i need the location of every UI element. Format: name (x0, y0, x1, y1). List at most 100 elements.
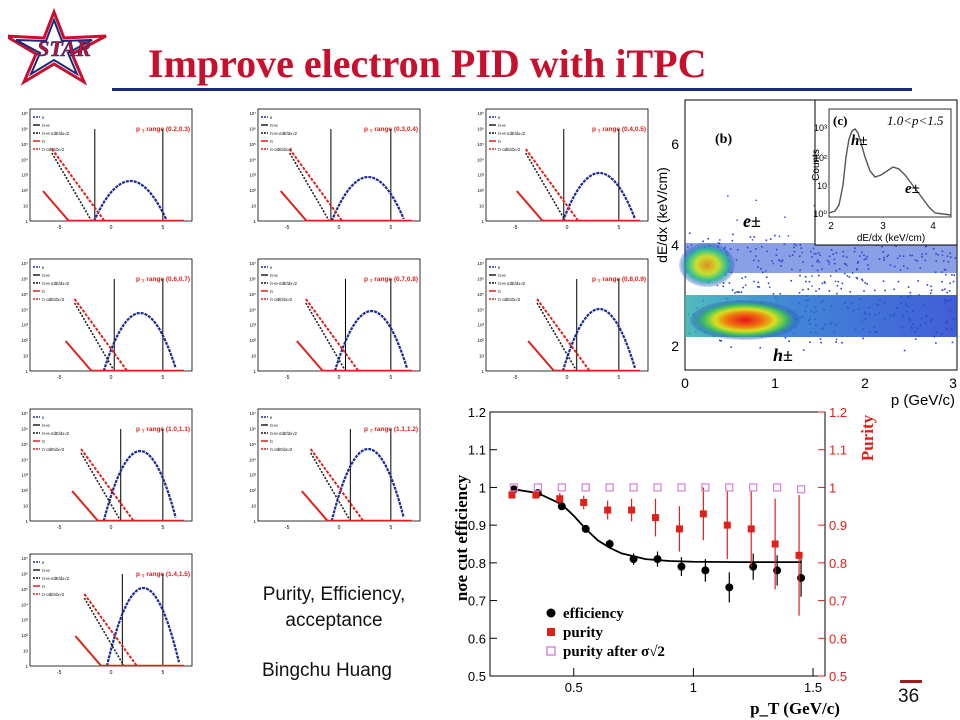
purity-point (675, 525, 683, 533)
dedx-xlabel: p (GeV/c) (891, 392, 955, 409)
dedx-ylabel: dE/dx (keV/cm) (655, 167, 670, 263)
purity-after-point (749, 483, 758, 492)
inset-ytick-3: 10³ (814, 123, 827, 133)
panel-ytick: 10⁶ (21, 571, 28, 576)
panel-legend-entry: e (42, 560, 45, 565)
panel-legend-entry: e (270, 115, 273, 120)
chart-ytick: 0.7 (468, 594, 486, 609)
panel-range-label: p T range (0.8,0.9) (592, 276, 646, 284)
purity-point (556, 495, 564, 503)
panel-ytick: 10 (251, 354, 257, 359)
panel-range-label: p T range (1.4,1.5) (136, 571, 190, 579)
caption-line-1: Purity, Efficiency, (262, 584, 406, 605)
purity-after-point (677, 483, 686, 492)
star-logo: STAR (8, 7, 107, 86)
inset-histogram: (c) 1.0<p<1.5 h± e± 10³ 10² 10 10⁰ 2 3 4… (811, 99, 958, 246)
panel-xtick: 5 (161, 225, 164, 231)
panel-ytick: 10⁴ (21, 307, 28, 312)
caption-line-2: acceptance (285, 610, 383, 631)
panel-legend-entry: π (498, 289, 501, 294)
panel-ytick: 1 (25, 519, 28, 524)
panel-legend-entry: e (42, 415, 45, 420)
inset-h-label: h± (851, 133, 868, 149)
panel-xtick: 5 (161, 375, 164, 381)
panel-ytick: 10³ (477, 173, 484, 178)
dedx-plot: (b) e± h± 2 4 6 0 1 2 3 p (GeV/c) dE/dx … (655, 99, 958, 409)
pt-panel-9: 10⁷ 10⁶ 10⁵ 10⁴ 10³ 10² 10 1 -5 0 5 e π+e π+e·σdE/dx√… (8, 548, 196, 678)
panel-ytick: 10³ (249, 473, 256, 478)
purity-after-point (509, 483, 519, 492)
panel-range-label: p T range (0.4,0.5) (592, 126, 646, 134)
legend-purity-after: purity after σ√2 (563, 644, 665, 660)
chart-xlabel: p_T (GeV/c) (750, 699, 840, 718)
panel-ytick: 10 (23, 354, 29, 359)
page-number: 36 (898, 686, 920, 707)
panel-ytick: 10⁴ (477, 157, 484, 162)
panel-xtick: 5 (161, 670, 164, 676)
panel-range-label: p T range (1.1,1.2) (364, 426, 418, 434)
panel-legend-entry: π (270, 139, 273, 144)
panel-ytick: 10² (21, 188, 28, 193)
panel-legend-entry: e (270, 265, 273, 270)
panel-ytick: 10² (21, 338, 28, 343)
panel-legend-entry: π (498, 139, 501, 144)
chart-ytick-right: 0.7 (829, 594, 847, 609)
panel-ytick: 1 (25, 664, 28, 669)
purity-point (699, 510, 707, 518)
purity-point (723, 521, 731, 529)
efficiency-point (653, 555, 662, 564)
panel-ytick: 10⁶ (21, 126, 28, 131)
inset-xtick-3: 3 (880, 221, 886, 232)
panel-legend-entry: π+e (42, 423, 50, 428)
panel-legend-entry: π (42, 439, 45, 444)
pt-panel-6: 10⁷ 10⁶ 10⁵ 10⁴ 10³ 10² 10 1 -5 0 5 e π+e π+e·σdE/dx√… (464, 253, 652, 383)
panel-legend-entry: π·σdE/dx√2 (498, 147, 521, 152)
panel-legend-entry: π+e (42, 273, 50, 278)
chart-ytick: 1 (479, 480, 486, 495)
efficiency-point (557, 502, 566, 511)
panel-ytick: 10⁷ (477, 111, 484, 116)
panel-ytick: 10⁶ (477, 126, 484, 131)
panel-legend-entry: π+e·σdE/dx√2 (270, 281, 298, 286)
pt-panel-2: 10⁷ 10⁶ 10⁵ 10⁴ 10³ 10² 10 1 -5 0 5 e π+e π+e·σdE/dx√… (236, 103, 424, 233)
pt-panel-4: 10⁷ 10⁶ 10⁵ 10⁴ 10³ 10² 10 1 -5 0 5 e π+e π+e·σdE/dx√… (8, 253, 196, 383)
panel-ytick: 10⁶ (249, 426, 256, 431)
panel-xtick: 0 (110, 375, 113, 381)
dedx-xtick-0: 0 (681, 375, 689, 391)
panel-legend-entry: π (42, 289, 45, 294)
panel-ytick: 10² (249, 338, 256, 343)
title-rule (112, 88, 912, 91)
panel-ytick: 10⁴ (21, 602, 28, 607)
panel-legend-entry: π+e (42, 568, 50, 573)
panel-legend-entry: π·σdE/dx√2 (270, 297, 293, 302)
panel-ytick: 10² (249, 188, 256, 193)
chart-ytick-right: 0.6 (829, 631, 847, 646)
panel-ytick: 10³ (249, 323, 256, 328)
panel-ytick: 10² (477, 188, 484, 193)
panel-legend-entry: π+e·σdE/dx√2 (42, 131, 70, 136)
panel-xtick: 0 (338, 525, 341, 531)
panel-ytick: 10³ (21, 618, 28, 623)
panel-ytick: 10⁵ (477, 142, 484, 147)
panel-ytick: 10⁴ (249, 157, 256, 162)
legend-efficiency: efficiency (563, 606, 624, 622)
panel-range-label: p T range (0.7,0.8) (364, 276, 418, 284)
panel-xtick: -5 (57, 225, 62, 231)
inset-ytick-2: 10² (814, 153, 827, 163)
chart-ytick: 0.5 (468, 669, 486, 684)
efficiency-point (677, 562, 686, 571)
chart-ylabel-right: Purity (858, 414, 877, 461)
efficiency-point (629, 555, 638, 564)
panel-legend-entry: π+e (498, 273, 506, 278)
pt-panel-3: 10⁷ 10⁶ 10⁵ 10⁴ 10³ 10² 10 1 -5 0 5 e π+e π+e·σdE/dx√… (464, 103, 652, 233)
purity-after-point (701, 483, 710, 492)
panel-ytick: 1 (253, 369, 256, 374)
panel-ytick: 10² (477, 338, 484, 343)
panel-xtick: 0 (110, 670, 113, 676)
panel-ytick: 10⁵ (21, 142, 28, 147)
chart-ytick-right: 0.5 (829, 669, 847, 684)
dedx-xtick-1: 1 (771, 375, 779, 391)
panel-ytick: 10⁵ (21, 442, 28, 447)
panel-legend-entry: π (42, 139, 45, 144)
panel-b-label: (b) (715, 132, 732, 147)
